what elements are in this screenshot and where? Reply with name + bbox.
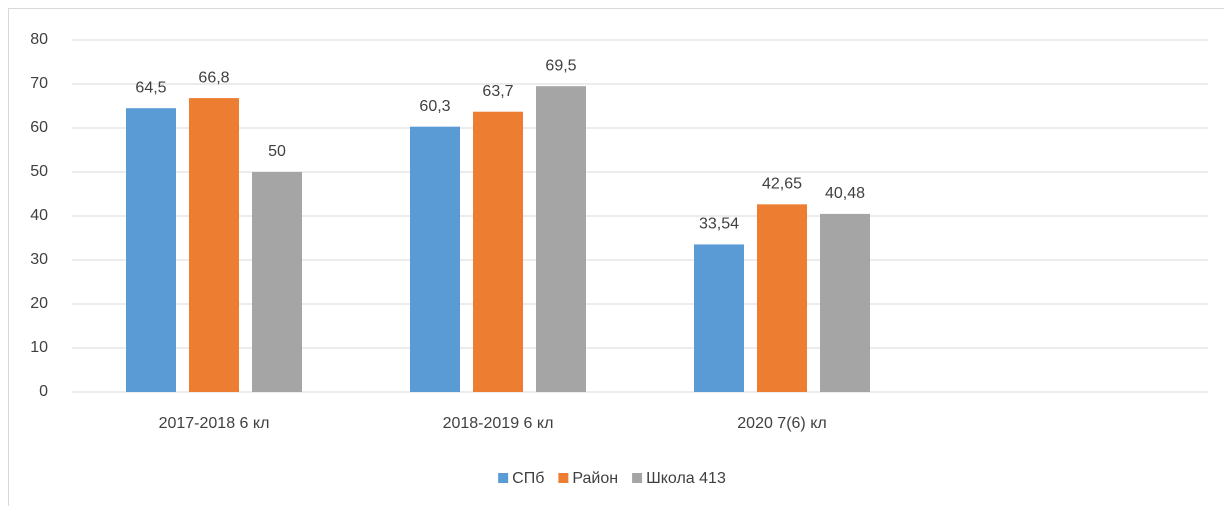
data-label: 40,48 (825, 185, 865, 202)
y-tick-label: 70 (30, 75, 48, 92)
legend-swatch (498, 473, 509, 483)
y-tick-label: 0 (39, 383, 48, 400)
y-tick-label: 30 (30, 251, 48, 268)
data-label: 60,3 (419, 98, 450, 115)
data-label: 63,7 (482, 83, 513, 100)
y-tick-label: 40 (30, 207, 48, 224)
legend-swatch (558, 473, 569, 483)
data-label: 42,65 (762, 176, 802, 193)
x-tick-label: 2020 7(6) кл (737, 415, 826, 432)
bar (536, 86, 586, 392)
y-tick-label: 50 (30, 163, 48, 180)
x-tick-label: 2018-2019 6 кл (443, 415, 554, 432)
bar (126, 108, 176, 392)
x-tick-label: 2017-2018 6 кл (159, 415, 270, 432)
bar (410, 126, 460, 393)
legend-label: Район (572, 470, 618, 487)
legend-label: Школа 413 (646, 470, 726, 487)
y-tick-label: 10 (30, 339, 48, 356)
bar (252, 172, 302, 392)
bar (757, 204, 807, 392)
y-tick-label: 60 (30, 119, 48, 136)
data-label: 50 (268, 143, 286, 160)
legend-label: СПб (512, 470, 544, 487)
data-label: 64,5 (135, 79, 166, 96)
bar (189, 98, 239, 392)
data-label: 69,5 (545, 57, 576, 74)
data-label: 33,54 (699, 216, 739, 233)
data-label: 66,8 (198, 69, 229, 86)
legend-swatch (632, 473, 643, 483)
bar (473, 111, 523, 392)
y-tick-label: 80 (30, 31, 48, 48)
bar (694, 244, 744, 392)
bar (820, 213, 870, 392)
y-tick-label: 20 (30, 295, 48, 312)
